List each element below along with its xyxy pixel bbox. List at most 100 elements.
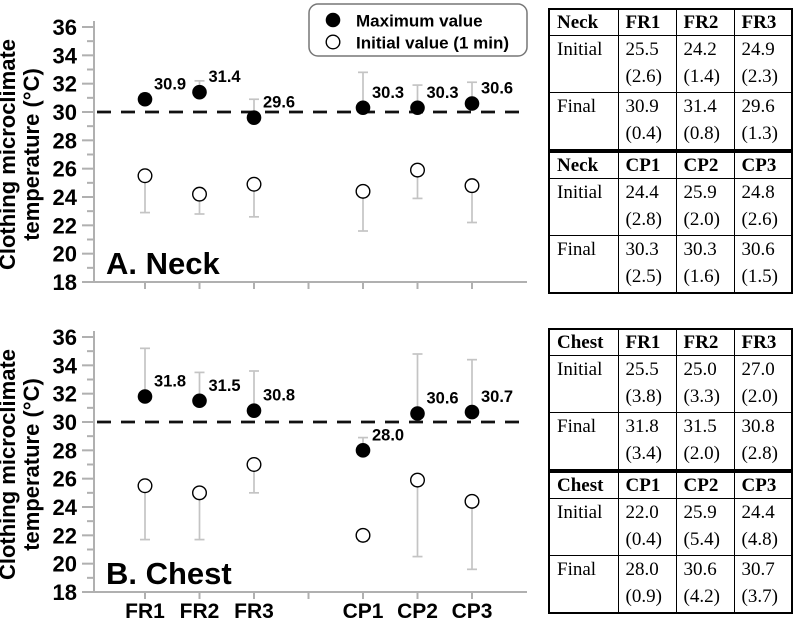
table-header-cell: Neck bbox=[548, 8, 619, 36]
initial-value-point bbox=[137, 478, 153, 494]
y-tick-label: 30 bbox=[53, 410, 77, 435]
y-tick-label: 24 bbox=[53, 495, 78, 520]
table-value-cell: 24.8 (2.6) bbox=[733, 178, 793, 236]
legend-box bbox=[308, 3, 528, 57]
y-tick-label: 20 bbox=[53, 242, 77, 267]
initial-value-point bbox=[137, 168, 153, 184]
table-data-row: Initial 25.5 (2.6) 24.2 (1.4) 24.9 (2.3) bbox=[548, 35, 793, 93]
table-value-cell: 30.8 (2.8) bbox=[733, 412, 793, 472]
table-value-cell: 25.5 (2.6) bbox=[617, 35, 677, 93]
cell-sd-value: (3.7) bbox=[741, 586, 778, 607]
table-row-label: Initial bbox=[548, 35, 619, 93]
y-tick-label: 22 bbox=[53, 523, 77, 548]
max-value-point bbox=[410, 100, 425, 116]
y-axis-title-line1: Clothing microclimate bbox=[0, 349, 20, 580]
y-tick-label: 30 bbox=[53, 100, 77, 125]
table-section-header-row: Neck FR1 FR2 FR3 bbox=[548, 8, 793, 36]
table-value-cell: 30.3 (1.6) bbox=[675, 235, 735, 294]
point-value-label: 30.8 bbox=[263, 387, 295, 405]
cell-mean-value: 30.6 bbox=[683, 559, 717, 580]
table-value-cell: 25.9 (2.0) bbox=[675, 178, 735, 236]
cell-mean-value: 27.0 bbox=[741, 359, 775, 380]
cell-mean-value: 24.4 bbox=[741, 502, 775, 523]
max-value-point bbox=[410, 406, 425, 421]
max-value-point bbox=[246, 403, 262, 418]
table-value-cell: 31.4 (0.8) bbox=[675, 92, 735, 152]
table-value-cell: 24.9 (2.3) bbox=[733, 35, 793, 93]
legend-item-label: Maximum value bbox=[356, 12, 483, 31]
x-category-label: CP1 bbox=[343, 600, 384, 623]
point-value-label: 30.9 bbox=[154, 75, 186, 93]
table-header-cell: FR3 bbox=[733, 8, 793, 36]
cell-sd-value: (2.0) bbox=[683, 443, 720, 464]
y-tick-label: 36 bbox=[53, 325, 77, 350]
table-value-cell: 30.9 (0.4) bbox=[617, 92, 677, 152]
row-label-text: Initial bbox=[557, 502, 603, 523]
table-row-label: Final bbox=[548, 92, 619, 152]
max-value-point bbox=[137, 389, 153, 404]
cell-sd-value: (3.3) bbox=[683, 386, 720, 407]
cell-sd-value: (2.6) bbox=[625, 66, 662, 87]
legend-item-label: Initial value (1 min) bbox=[356, 34, 509, 53]
max-value-point bbox=[355, 100, 371, 116]
table-header-cell: FR3 bbox=[733, 328, 793, 356]
max-value-point bbox=[464, 96, 480, 111]
table-value-cell: 24.2 (1.4) bbox=[675, 35, 735, 93]
max-value-point bbox=[464, 404, 480, 420]
cell-sd-value: (1.4) bbox=[683, 66, 720, 87]
cell-mean-value: 31.4 bbox=[683, 96, 717, 117]
table-data-row: Initial 22.0 (0.4) 25.9 (5.4) 24.4 (4.8) bbox=[548, 498, 793, 556]
cell-mean-value: 25.5 bbox=[625, 359, 659, 380]
y-tick-label: 22 bbox=[53, 213, 77, 238]
cell-mean-value: 25.0 bbox=[683, 359, 717, 380]
cell-mean-value: 25.9 bbox=[683, 502, 717, 523]
legend-filled-circle-icon bbox=[325, 12, 341, 28]
y-axis-title-line2: temperature (°C) bbox=[19, 68, 44, 241]
cell-mean-value: 31.8 bbox=[625, 416, 659, 437]
table-header-cell: Neck bbox=[548, 149, 619, 179]
cell-sd-value: (3.8) bbox=[625, 386, 662, 407]
point-value-label: 30.3 bbox=[372, 84, 404, 102]
cell-mean-value: 25.9 bbox=[683, 182, 717, 203]
row-label-text: Initial bbox=[557, 182, 603, 203]
y-tick-label: 32 bbox=[53, 72, 77, 97]
y-tick-label: 18 bbox=[53, 580, 77, 605]
row-label-text: Final bbox=[557, 559, 597, 580]
table-header-cell: CP1 bbox=[617, 469, 677, 499]
y-axis-title-line2: temperature (°C) bbox=[19, 378, 44, 551]
point-value-label: 31.4 bbox=[209, 68, 242, 86]
cell-sd-value: (1.6) bbox=[683, 266, 720, 287]
table-header-cell: CP3 bbox=[733, 469, 793, 499]
max-value-point bbox=[137, 91, 153, 107]
cell-sd-value: (1.3) bbox=[741, 123, 778, 144]
cell-sd-value: (0.9) bbox=[625, 586, 662, 607]
panel-label: B. Chest bbox=[106, 556, 232, 591]
cell-sd-value: (0.8) bbox=[683, 123, 720, 144]
table-value-cell: 25.9 (5.4) bbox=[675, 498, 735, 556]
table-value-cell: 27.0 (2.0) bbox=[733, 355, 793, 413]
chart-chest-panel: 18 20 22 24 26 28 30 32 34 36 31.8 31.5 30.8 28.0 30.6… bbox=[0, 325, 527, 623]
cell-mean-value: 30.3 bbox=[683, 239, 717, 260]
point-value-label: 31.5 bbox=[209, 377, 241, 395]
cell-sd-value: (2.5) bbox=[625, 266, 662, 287]
table-header-cell: Chest bbox=[548, 469, 619, 499]
y-tick-label: 34 bbox=[53, 43, 78, 68]
table-data-row: Final 30.9 (0.4) 31.4 (0.8) 29.6 (1.3) bbox=[548, 92, 793, 152]
table-data-row: Final 28.0 (0.9) 30.6 (4.2) 30.7 (3.7) bbox=[548, 555, 793, 614]
cell-mean-value: 30.7 bbox=[741, 559, 775, 580]
table-value-cell: 30.7 (3.7) bbox=[733, 555, 793, 614]
cell-mean-value: 24.4 bbox=[625, 182, 659, 203]
row-label-text: Initial bbox=[557, 359, 603, 380]
cell-sd-value: (0.4) bbox=[625, 529, 662, 550]
table-header-cell: FR2 bbox=[675, 328, 735, 356]
table-row-label: Initial bbox=[548, 498, 619, 556]
table-data-row: Final 30.3 (2.5) 30.3 (1.6) 30.6 (1.5) bbox=[548, 235, 793, 294]
panel-label: A. Neck bbox=[106, 246, 220, 281]
table-row-label: Final bbox=[548, 235, 619, 294]
max-value-point bbox=[192, 393, 207, 409]
table-header-cell: CP1 bbox=[617, 149, 677, 179]
cell-sd-value: (2.8) bbox=[625, 209, 662, 230]
table-section-header-row: Neck CP1 CP2 CP3 bbox=[548, 149, 793, 179]
table-value-cell: 31.5 (2.0) bbox=[675, 412, 735, 472]
